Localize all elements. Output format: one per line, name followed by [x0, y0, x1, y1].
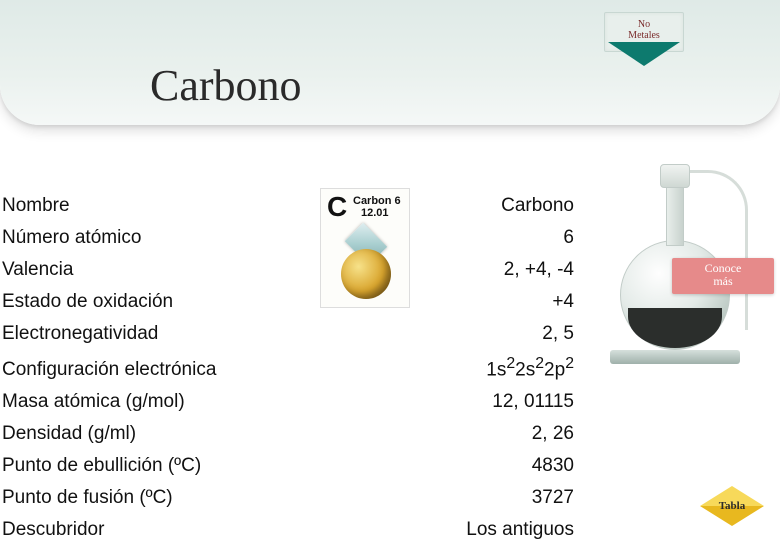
flask-neck-icon: [666, 184, 684, 246]
page-title: Carbono: [150, 60, 302, 111]
table-row: Configuración electrónica 1s22s22p2: [0, 350, 580, 386]
table-row: Nombre Carbono: [0, 190, 580, 222]
table-row: Punto de fusión (ºC) 3727: [0, 482, 580, 514]
prop-value: 12, 01115: [492, 391, 580, 413]
table-row: Electronegatividad 2, 5: [0, 318, 580, 350]
prop-label: Número atómico: [0, 227, 141, 249]
prop-label: Valencia: [0, 259, 73, 281]
conoce-mas-button[interactable]: Conoce más: [672, 258, 774, 294]
category-line2: Metales: [628, 30, 660, 41]
table-row: Estado de oxidación +4: [0, 286, 580, 318]
table-row: Valencia 2, +4, -4: [0, 254, 580, 286]
prop-label: Descubridor: [0, 519, 104, 541]
prop-value: 2, 26: [532, 423, 580, 445]
flask-stand-icon: [610, 350, 740, 364]
table-row: Descubridor Los antiguos: [0, 514, 580, 546]
properties-table: Nombre Carbono Número atómico 6 Valencia 2,…: [0, 190, 580, 546]
prop-label: Nombre: [0, 195, 70, 217]
prop-value: 2, +4, -4: [504, 259, 580, 281]
prop-label: Punto de ebullición (ºC): [0, 455, 201, 477]
prop-label: Configuración electrónica: [0, 359, 216, 381]
tabla-button[interactable]: Tabla: [700, 500, 764, 528]
category-triangle-icon: [608, 42, 680, 66]
table-row: Número atómico 6: [0, 222, 580, 254]
prop-value: 3727: [532, 487, 580, 509]
prop-value: 4830: [532, 455, 580, 477]
prop-label: Electronegatividad: [0, 323, 158, 345]
prop-value: +4: [552, 291, 580, 313]
prop-value: 2, 5: [542, 323, 580, 345]
prop-value: Carbono: [501, 195, 580, 217]
conoce-line2: más: [713, 274, 732, 288]
prop-value: 6: [563, 227, 580, 249]
tabla-label: Tabla: [719, 500, 746, 512]
flask-stopper-icon: [660, 164, 690, 188]
category-line1: No: [638, 19, 650, 30]
prop-value: Los antiguos: [466, 519, 580, 541]
prop-label: Masa atómica (g/mol): [0, 391, 185, 413]
prop-label: Punto de fusión (ºC): [0, 487, 173, 509]
prop-label: Densidad (g/ml): [0, 423, 136, 445]
flask-liquid-icon: [628, 308, 722, 348]
conoce-line1: Conoce: [705, 261, 742, 275]
prop-label: Estado de oxidación: [0, 291, 173, 313]
prop-value: 1s22s22p2: [486, 355, 580, 381]
table-row: Densidad (g/ml) 2, 26: [0, 418, 580, 450]
table-row: Punto de ebullición (ºC) 4830: [0, 450, 580, 482]
table-row: Masa atómica (g/mol) 12, 01115: [0, 386, 580, 418]
